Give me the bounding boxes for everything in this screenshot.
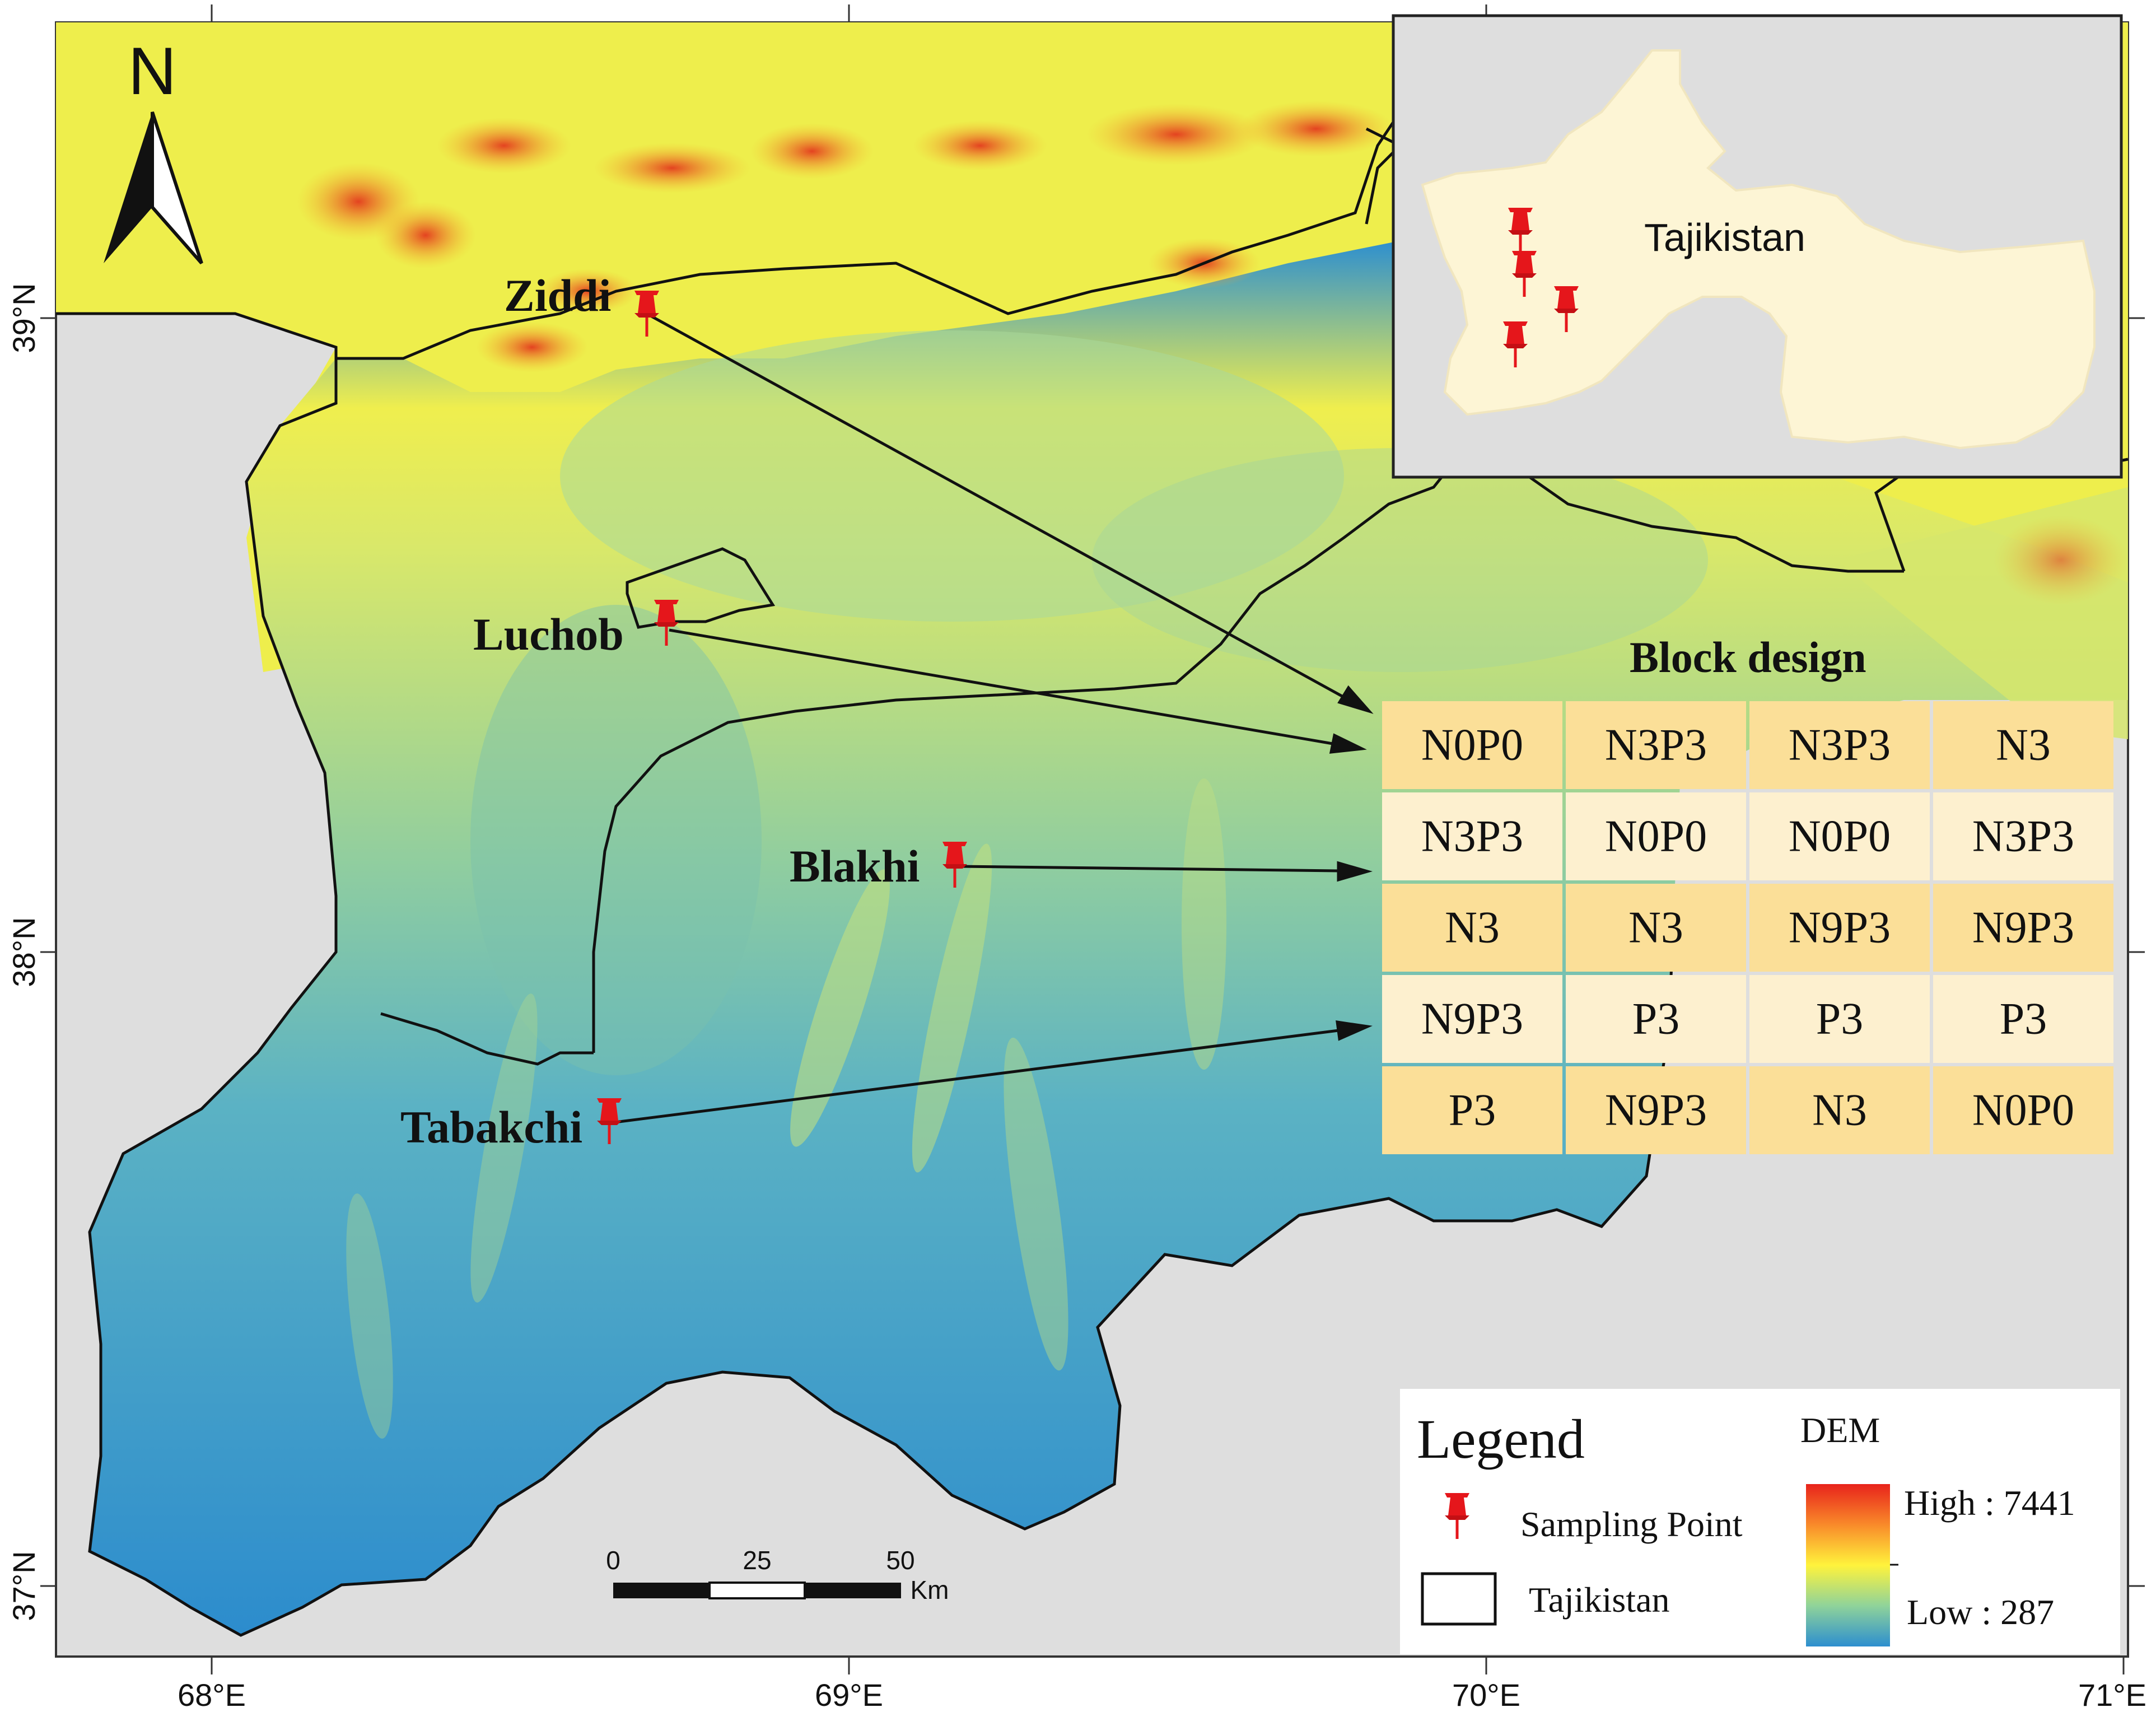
dem-low-label: Low : 287 xyxy=(1907,1592,2054,1632)
block-cell xyxy=(1566,701,1746,789)
scale-tick-50: 50 xyxy=(886,1546,914,1575)
block-cell-label: N3 xyxy=(1445,903,1500,953)
block-cell xyxy=(1933,1066,2113,1154)
block-cell xyxy=(1566,792,1746,880)
block-cell-label: N0P0 xyxy=(1421,721,1523,770)
site-label-tabakchi: Tabakchi xyxy=(400,1102,582,1153)
inset-country-label: Tajikistan xyxy=(1644,216,1805,259)
block-cell-label: N9P3 xyxy=(1605,1086,1707,1135)
site-arrows xyxy=(610,314,1374,1125)
block-cell xyxy=(1382,884,1562,972)
block-cell xyxy=(1382,792,1562,880)
scale-tick-25: 25 xyxy=(743,1546,771,1575)
block-cell-label: P3 xyxy=(2000,995,2047,1044)
site-label-luchob: Luchob xyxy=(473,609,624,660)
inset-map: Tajikistan xyxy=(1392,14,2123,479)
dem-title: DEM xyxy=(1800,1410,1880,1450)
block-cell xyxy=(1382,975,1562,1063)
block-cell-label: N0P0 xyxy=(1972,1086,2074,1135)
lat-label-37: 37°N xyxy=(6,1551,41,1621)
lat-label-39: 39°N xyxy=(6,283,41,353)
block-cell xyxy=(1933,975,2113,1063)
graticule-ticks xyxy=(40,4,2145,1674)
lon-label-71: 71°E xyxy=(2078,1677,2146,1712)
legend-sampling-point: Sampling Point xyxy=(1520,1504,1743,1544)
block-cell xyxy=(1749,792,1930,880)
block-cell xyxy=(1566,884,1746,972)
scale-tick-0: 0 xyxy=(606,1546,620,1575)
block-cell-label: N3P3 xyxy=(1972,812,2074,861)
block-cell xyxy=(1382,1066,1562,1154)
scale-bar: 0 25 50 Km xyxy=(606,1546,949,1604)
block-cell-label: N0P0 xyxy=(1789,812,1891,861)
block-cell xyxy=(1749,975,1930,1063)
block-cell xyxy=(1566,1066,1746,1154)
block-cell xyxy=(1933,884,2113,972)
north-label: N xyxy=(128,34,177,109)
block-cell xyxy=(1933,701,2113,789)
block-cell-label: P3 xyxy=(1632,995,1680,1044)
legend-boundary-swatch xyxy=(1421,1572,1497,1626)
longitude-labels: 68°E 69°E 70°E 71°E xyxy=(178,1677,2146,1712)
block-cell-label: N9P3 xyxy=(1789,903,1891,953)
block-cell-label: N3 xyxy=(1628,903,1683,953)
block-cell-label: N3P3 xyxy=(1421,812,1523,861)
dem-high-label: High : 7441 xyxy=(1904,1483,2075,1523)
block-cell xyxy=(1933,792,2113,880)
block-cell xyxy=(1749,1066,1930,1154)
sampling-sites: Ziddi Luchob Blakhi Tabakchi xyxy=(400,270,967,1153)
legend-boundary-label: Tajikistan xyxy=(1529,1580,1669,1620)
lat-label-38: 38°N xyxy=(6,917,41,987)
latitude-labels: 39°N 38°N 37°N xyxy=(6,283,41,1621)
legend-title: Legend xyxy=(1417,1408,1585,1470)
block-cell-label: N3 xyxy=(1812,1086,1867,1135)
block-cell xyxy=(1382,701,1562,789)
block-cell-label: N9P3 xyxy=(1421,995,1523,1044)
dem-color-ramp xyxy=(1806,1484,1890,1646)
block-cell xyxy=(1749,884,1930,972)
lon-label-69: 69°E xyxy=(815,1677,883,1712)
north-arrow: N xyxy=(104,34,203,264)
lon-label-70: 70°E xyxy=(1452,1677,1520,1712)
north-arrow-icon xyxy=(104,112,152,263)
block-cell-label: N3P3 xyxy=(1789,721,1891,770)
scale-unit: Km xyxy=(911,1575,949,1604)
block-cell-label: N0P0 xyxy=(1605,812,1707,861)
site-label-blakhi: Blakhi xyxy=(790,841,920,892)
block-cell-label: N3P3 xyxy=(1605,721,1707,770)
legend-background xyxy=(1400,1389,2120,1654)
block-cell xyxy=(1566,975,1746,1063)
legend-box: Legend Sampling Point Tajikistan DEM Hig… xyxy=(1400,1389,2120,1654)
lon-label-68: 68°E xyxy=(178,1677,246,1712)
block-cell-label: P3 xyxy=(1449,1086,1496,1135)
block-cell xyxy=(1749,701,1930,789)
site-label-ziddi: Ziddi xyxy=(504,270,611,321)
block-cell-label: N3 xyxy=(1996,721,2051,770)
block-cell-label: N9P3 xyxy=(1972,903,2074,953)
inset-tajikistan-shape xyxy=(1421,49,2096,450)
block-design-title: Block design xyxy=(1630,633,1866,682)
block-cell-label: P3 xyxy=(1816,995,1864,1044)
